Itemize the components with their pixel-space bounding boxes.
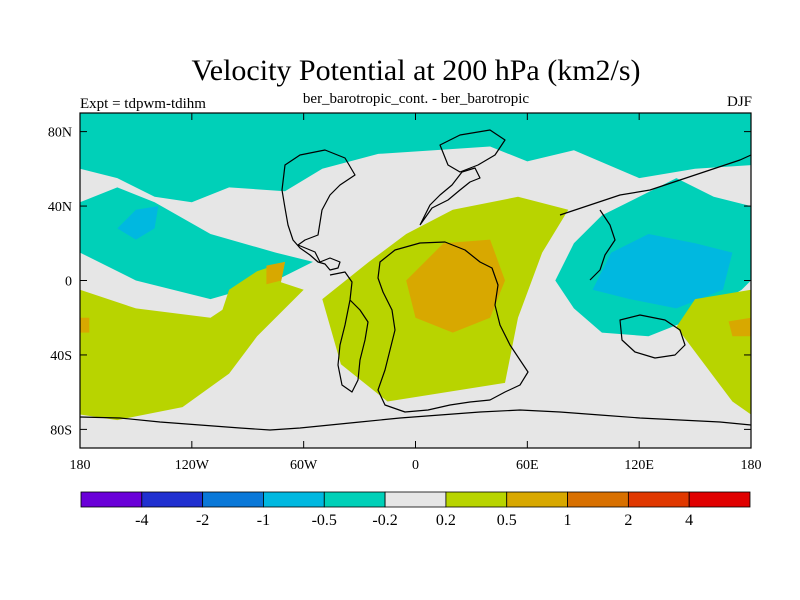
velocity-potential-field	[80, 113, 751, 421]
colorbar-box	[688, 491, 751, 508]
colorbar-label: 1	[564, 512, 572, 529]
colorbar-box	[627, 491, 690, 508]
y-tick-label: 80N	[48, 126, 72, 141]
coastline-antarctica	[80, 409, 751, 431]
chart-title: Velocity Potential at 200 hPa (km2/s)	[191, 54, 640, 87]
colorbar-label: 2	[624, 512, 632, 529]
colorbar-label: -1	[257, 512, 270, 529]
x-tick-label: 0	[412, 458, 419, 473]
coastline-europe	[419, 167, 481, 226]
colorbar-label: 4	[685, 512, 693, 529]
colorbar: -4 -2 -1 -0.5 -0.2 0.2 0.5 1 2 4	[80, 491, 751, 529]
field-region-africa-positive-core	[406, 239, 505, 333]
field-region-north-polar-negative	[80, 113, 751, 203]
season-label: DJF	[727, 94, 752, 110]
y-tick-label: 40N	[48, 200, 72, 215]
experiment-comparison-label: ber_barotropic_cont. - ber_barotropic	[303, 91, 529, 107]
x-tick-label: 60E	[516, 458, 539, 473]
colorbar-box	[141, 491, 204, 508]
colorbar-label: -2	[196, 512, 209, 529]
field-region-west-edge-core	[80, 317, 90, 333]
colorbar-box	[384, 491, 447, 508]
colorbar-box	[445, 491, 508, 508]
map-axes: 180 120W 60W 0 60E 120E 180 80N 40N 0 40S 80S	[48, 113, 762, 473]
coastline-australia	[619, 314, 686, 359]
colorbar-box	[202, 491, 264, 508]
coastline-south-america	[329, 271, 369, 393]
x-tick-label: 180	[741, 458, 762, 473]
coastline-greenland	[439, 129, 506, 173]
x-tick-label: 120E	[624, 458, 654, 473]
field-region-north-pacific-negative-core	[117, 206, 159, 240]
colorbar-label: -4	[135, 512, 148, 529]
colorbar-label: 0.2	[436, 512, 456, 529]
y-tick-label: 0	[65, 275, 72, 290]
colorbar-box	[506, 491, 568, 508]
x-tick-label: 120W	[175, 458, 210, 473]
coastline-asia	[559, 154, 751, 281]
colorbar-box	[80, 491, 143, 508]
coastline-africa	[377, 241, 529, 413]
coastline-north-america	[281, 149, 356, 271]
field-region-east-edge-core	[728, 317, 751, 337]
map-area	[80, 113, 751, 448]
colorbar-label: -0.5	[312, 512, 337, 529]
colorbar-box	[263, 491, 325, 508]
field-region-east-pacific-positive-core	[266, 261, 285, 285]
y-tick-label: 40S	[50, 349, 72, 364]
experiment-label: Expt = tdpwm-tdihm	[80, 96, 206, 112]
y-tick-label: 80S	[50, 423, 72, 438]
colorbar-box	[567, 491, 629, 508]
field-region-asia-pacific-negative-core	[592, 234, 733, 309]
colorbar-label: 0.5	[497, 512, 517, 529]
x-tick-label: 60W	[290, 458, 318, 473]
coastline-overlay	[80, 129, 751, 431]
colorbar-label: -0.2	[372, 512, 397, 529]
x-tick-label: 180	[70, 458, 91, 473]
colorbar-box	[323, 491, 386, 508]
